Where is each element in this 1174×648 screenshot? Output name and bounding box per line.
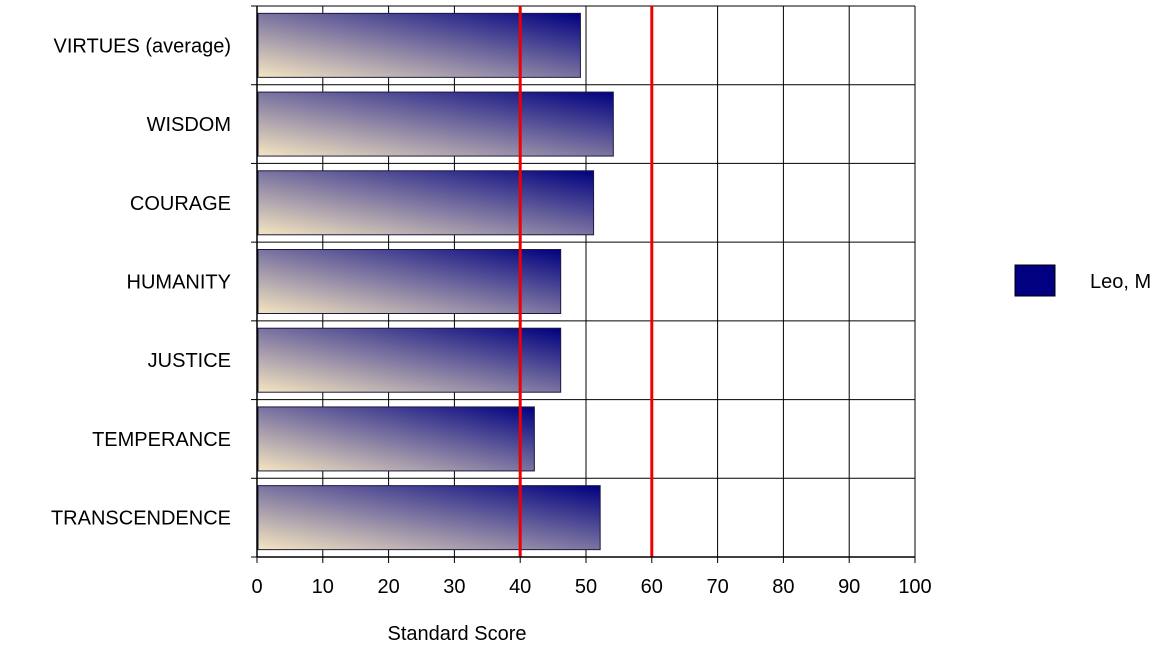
x-tick-label: 80 <box>772 576 794 598</box>
reference-lines <box>518 6 654 557</box>
bar <box>257 485 601 551</box>
bar <box>257 249 562 314</box>
bar <box>257 327 562 393</box>
bar <box>257 170 595 236</box>
legend-swatch <box>1014 264 1056 297</box>
x-tick-label: 0 <box>251 576 262 598</box>
category-label: WISDOM <box>147 114 231 136</box>
axes: VIRTUES (average) WISDOM COURAGE HUMANITY JU… <box>51 5 932 598</box>
x-tick-label: 20 <box>377 576 399 598</box>
bar <box>257 406 535 472</box>
x-tick-label: 60 <box>641 576 663 598</box>
x-tick-label: 100 <box>898 576 931 598</box>
category-label: COURAGE <box>130 193 231 215</box>
category-label: JUSTICE <box>148 350 231 372</box>
bars <box>257 12 614 551</box>
x-tick-label: 30 <box>443 576 465 598</box>
x-axis-title: Standard Score <box>388 623 527 645</box>
x-tick-label: 90 <box>838 576 860 598</box>
bar <box>257 12 581 78</box>
category-label: TEMPERANCE <box>92 429 231 451</box>
x-tick-label: 10 <box>312 576 334 598</box>
category-label: TRANSCENDENCE <box>51 508 231 530</box>
legend-label: Leo, M <box>1090 271 1151 293</box>
category-label: HUMANITY <box>127 272 231 294</box>
bar <box>257 91 614 157</box>
x-tick-label: 40 <box>509 576 531 598</box>
x-tick-label: 70 <box>706 576 728 598</box>
category-label: VIRTUES (average) <box>54 35 231 57</box>
legend: Leo, M <box>1014 264 1151 297</box>
x-tick-label: 50 <box>575 576 597 598</box>
